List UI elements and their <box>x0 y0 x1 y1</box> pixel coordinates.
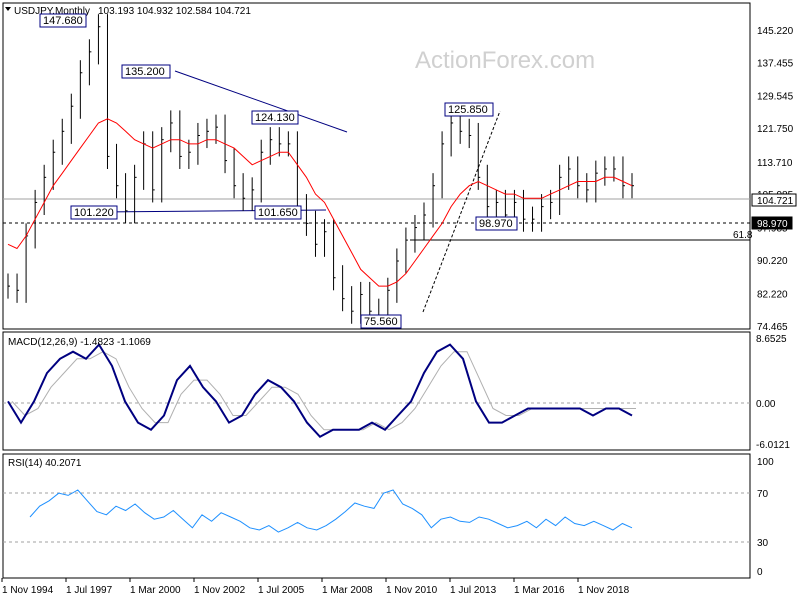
macd-tick-top: 8.6525 <box>756 334 787 345</box>
x-tick-label: 1 Jul 2013 <box>450 585 497 596</box>
macd-tick-bottom: -6.0121 <box>756 440 790 451</box>
price-panel-frame <box>2 2 751 330</box>
annotation-124130: 124.130 <box>251 110 299 125</box>
macd-main-line <box>7 342 633 439</box>
annotation-101220: 101.220 <box>70 205 118 220</box>
annotation-98970: 98.970 <box>475 216 518 231</box>
x-tick-label: 1 Jul 1997 <box>66 585 113 596</box>
svg-text:98.970: 98.970 <box>479 218 513 230</box>
fib-618-label: 61.8 <box>733 230 753 241</box>
moving-average-line <box>7 118 633 287</box>
ohlc-label: 103.193 104.932 102.584 104.721 <box>98 6 251 17</box>
price-current-tag: 104.721 <box>751 193 797 207</box>
svg-text:124.130: 124.130 <box>255 112 295 124</box>
annotation-135200: 135.200 <box>121 64 171 79</box>
annotation-147680: 147.680 <box>39 13 87 28</box>
watermark: ActionForex.com <box>415 47 595 74</box>
rsi-label: RSI(14) 40.2071 <box>8 458 82 469</box>
rsi-panel-frame <box>2 453 751 579</box>
rsi-line <box>29 489 633 533</box>
macd-tick-zero: 0.00 <box>756 399 776 410</box>
price-tick-label: 74.465 <box>757 322 788 333</box>
svg-text:135.200: 135.200 <box>125 66 165 78</box>
annotation-101650: 101.650 <box>254 205 302 220</box>
price-tick-label: 90.220 <box>757 256 788 267</box>
svg-text:104.721: 104.721 <box>757 196 794 207</box>
svg-text:101.650: 101.650 <box>258 207 298 219</box>
symbol-label: USDJPY,Monthly <box>14 6 90 17</box>
price-tick-label: 137.455 <box>757 58 794 69</box>
x-tick-label: 1 Jul 2005 <box>258 585 305 596</box>
macd-label: MACD(12,26,9) -1.4823 -1.1069 <box>8 337 151 348</box>
svg-text:101.220: 101.220 <box>74 207 114 219</box>
rsi-tick-70: 70 <box>757 489 769 500</box>
rsi-tick-100: 100 <box>757 457 774 468</box>
rsi-tick-30: 30 <box>757 538 769 549</box>
svg-text:75.560: 75.560 <box>364 316 398 328</box>
price-tick-label: 82.220 <box>757 290 788 301</box>
x-tick-label: 1 Mar 2016 <box>514 585 565 596</box>
x-tick-label: 1 Nov 2018 <box>578 585 630 596</box>
rsi-tick-0: 0 <box>757 567 763 578</box>
x-tick-label: 1 Nov 2010 <box>386 585 438 596</box>
price-tick-label: 121.750 <box>757 124 794 135</box>
support-level-tag: 98.970 <box>751 216 793 230</box>
x-tick-label: 1 Mar 2000 <box>130 585 181 596</box>
x-tick-label: 1 Nov 1994 <box>2 585 54 596</box>
price-tick-label: 145.220 <box>757 26 794 37</box>
trendline-down <box>174 70 348 133</box>
annotation-125850: 125.850 <box>444 102 494 117</box>
price-tick-label: 129.545 <box>757 92 794 103</box>
annotation-75560: 75.560 <box>360 314 402 329</box>
x-tick-label: 1 Nov 2002 <box>194 585 246 596</box>
collapse-arrow-icon[interactable] <box>5 7 11 11</box>
x-tick-label: 1 Mar 2008 <box>322 585 373 596</box>
svg-text:147.680: 147.680 <box>43 15 83 27</box>
macd-panel-frame <box>2 331 751 451</box>
trendline-dashed <box>422 110 501 313</box>
price-tick-label: 113.710 <box>757 158 793 169</box>
svg-text:125.850: 125.850 <box>448 104 488 116</box>
svg-text:98.970: 98.970 <box>757 219 788 230</box>
x-axis: 1 Nov 1994 1 Jul 1997 1 Mar 2000 1 Nov 2002… <box>1 578 630 596</box>
